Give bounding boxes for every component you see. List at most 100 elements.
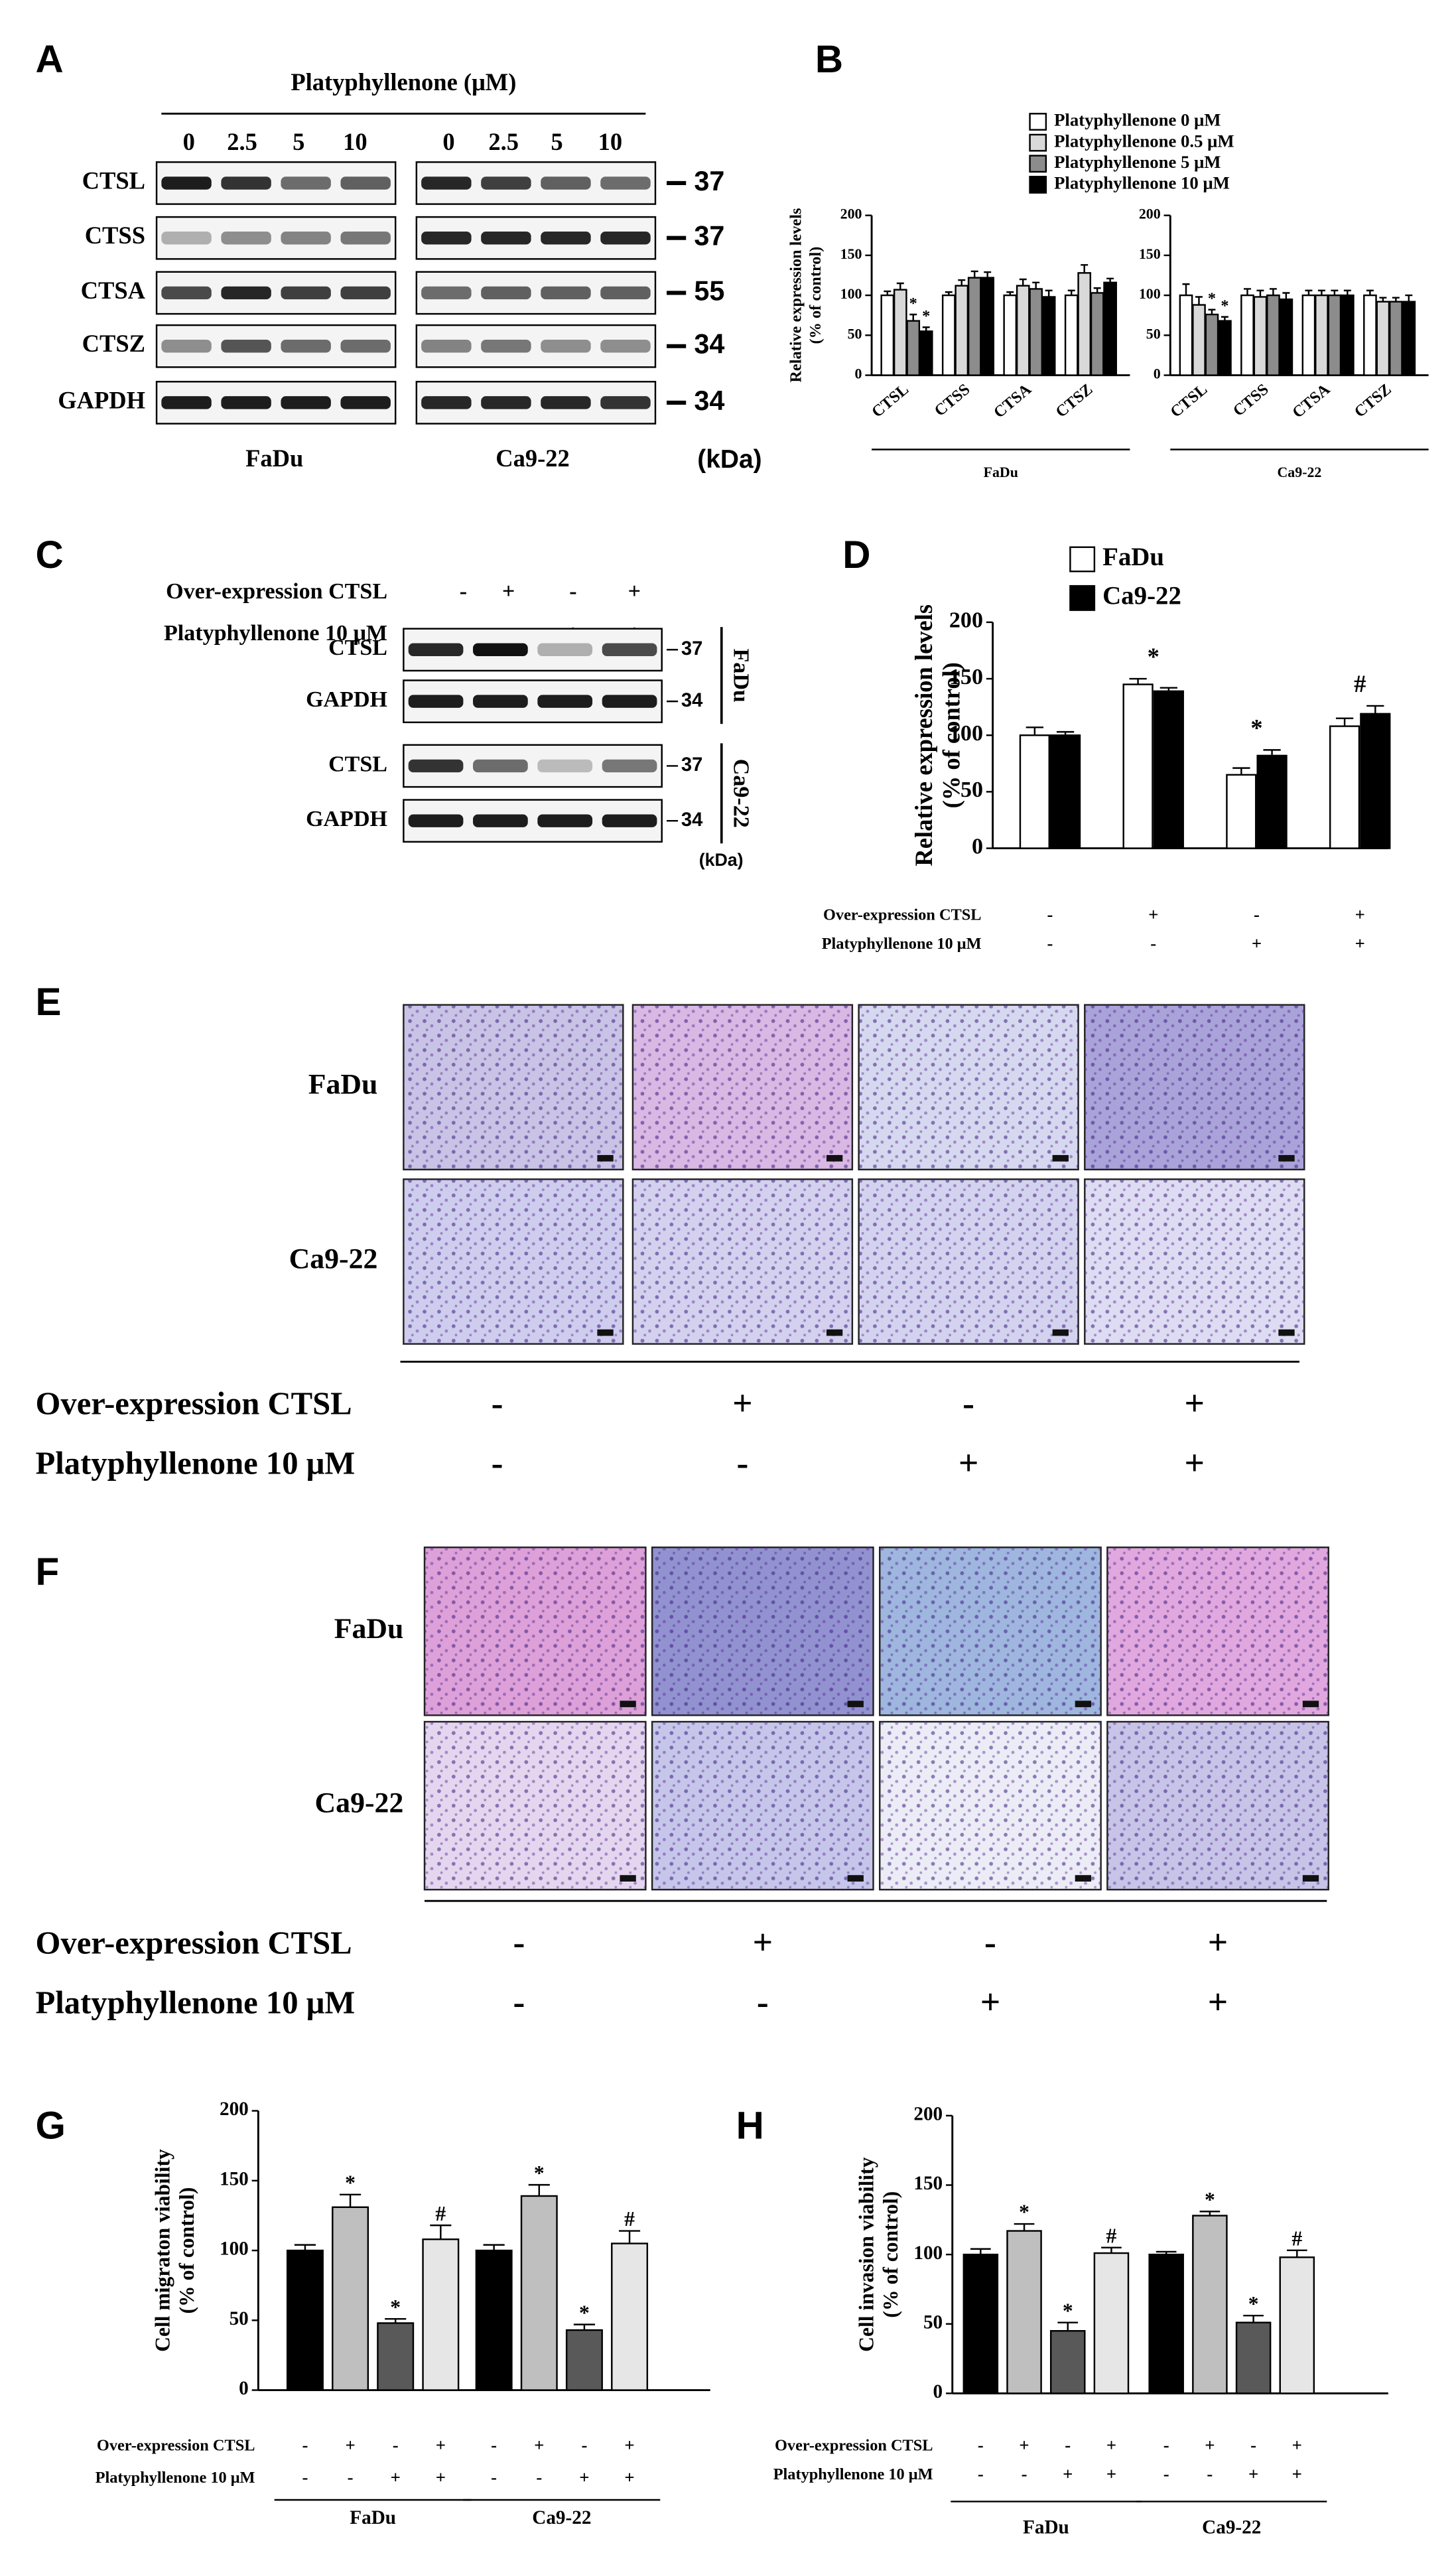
panel-label: C — [36, 533, 64, 577]
y-tick-label: 150 — [949, 665, 983, 689]
scale-bar — [1075, 1875, 1092, 1882]
protein-label: CTSS — [85, 222, 145, 249]
error-bar — [1057, 2321, 1079, 2331]
blot-band — [340, 231, 391, 245]
condition-sign: - — [1047, 933, 1053, 953]
error-bar — [1159, 687, 1177, 691]
micrograph-texture — [1085, 1004, 1305, 1170]
y-tick-label: 50 — [848, 325, 862, 342]
condition-label: Over-expression CTSL — [775, 2436, 933, 2454]
condition-sign: - — [1207, 2464, 1213, 2484]
bar — [919, 330, 933, 376]
error-bar — [1366, 289, 1374, 296]
group-label: FaDu — [1023, 2517, 1069, 2538]
condition-sign: + — [732, 1383, 753, 1423]
x-tick-label: CTSZ — [1052, 380, 1096, 421]
x-tick-label: CTSZ — [1351, 380, 1395, 421]
condition-label: Platyphyllenone 10 μM — [773, 2465, 933, 2483]
bar — [941, 294, 956, 376]
significance: * — [909, 295, 917, 312]
condition-sign: + — [624, 2467, 634, 2487]
bar — [286, 2249, 324, 2391]
bar — [1103, 281, 1117, 376]
condition-sign: - — [491, 2435, 497, 2455]
bar — [1077, 272, 1092, 376]
condition-sign: - — [302, 2467, 308, 2487]
condition-sign: + — [753, 1923, 773, 1963]
bar — [377, 2322, 415, 2391]
error-bar — [1081, 264, 1089, 273]
error-bar — [1067, 289, 1075, 296]
size-label: 34 — [694, 385, 724, 416]
blot-band — [537, 814, 593, 827]
blot-band — [602, 759, 657, 773]
error-bar — [528, 2183, 550, 2196]
condition-sign: + — [628, 579, 641, 604]
y-tick-label: 0 — [933, 2381, 943, 2402]
bar — [980, 277, 995, 376]
significance: * — [1063, 2299, 1073, 2322]
bar — [1235, 2321, 1272, 2394]
error-bar — [430, 2224, 452, 2240]
blot-band — [421, 176, 472, 190]
condition-sign: + — [1355, 904, 1365, 924]
blot-band — [537, 695, 593, 708]
error-bar — [1221, 316, 1228, 321]
blot-band — [161, 176, 212, 190]
condition-sign: - — [581, 2435, 587, 2455]
blot-band — [421, 340, 472, 353]
condition-sign: + — [436, 2435, 446, 2455]
significance: * — [345, 2171, 356, 2195]
bar — [1240, 294, 1254, 376]
significance: * — [1248, 2292, 1259, 2315]
y-tick-label: 200 — [840, 206, 862, 222]
panel-label: D — [842, 533, 870, 577]
condition-sign: + — [1185, 1443, 1205, 1483]
condition-sign: - — [1163, 2464, 1169, 2484]
bar — [565, 2329, 603, 2391]
y-tick-label: 150 — [913, 2173, 943, 2194]
legend-swatch — [1029, 176, 1047, 194]
protein-label: CTSL — [328, 752, 387, 776]
condition-sign: - — [1250, 2435, 1256, 2455]
error-bar — [1195, 296, 1203, 305]
error-bar — [1026, 726, 1044, 736]
panel-label: E — [36, 981, 62, 1024]
condition-label: Over-expression CTSL — [97, 2436, 255, 2454]
micrograph-texture — [632, 1179, 852, 1344]
micrograph-texture — [652, 1547, 874, 1716]
bar — [1153, 690, 1184, 849]
condition-sign: - — [348, 2467, 354, 2487]
y-tick-label: 100 — [949, 721, 983, 746]
blot-band — [281, 231, 331, 245]
bar — [1218, 320, 1232, 376]
legend-swatch — [1029, 133, 1047, 152]
blot-band — [600, 286, 651, 300]
blot-band — [481, 340, 531, 353]
condition-sign: - — [1065, 2435, 1071, 2455]
condition-sign: - — [736, 1443, 748, 1483]
scale-bar — [1302, 1875, 1319, 1882]
error-bar — [1317, 289, 1325, 296]
significance: # — [435, 2202, 446, 2225]
condition-sign: - — [393, 2435, 399, 2455]
condition-sign: + — [1106, 2435, 1116, 2455]
error-bar — [1101, 2246, 1122, 2254]
condition-sign: + — [1185, 1383, 1205, 1423]
bar — [1327, 294, 1342, 376]
condition-label: Platyphyllenone 10 μM — [36, 1985, 356, 2021]
blot-band — [481, 231, 531, 245]
error-bar — [1379, 297, 1387, 302]
y-axis-label: Relative expression levels — [787, 208, 805, 383]
y-tick-label: 100 — [840, 285, 862, 302]
bar — [1256, 754, 1288, 849]
blot-band — [281, 176, 331, 190]
error-bar — [385, 2317, 407, 2323]
blot-band — [408, 643, 464, 656]
error-bar — [483, 2244, 505, 2251]
blot-band — [408, 759, 464, 773]
panel-label: A — [36, 38, 64, 81]
scale-bar — [847, 1875, 864, 1882]
bar — [1093, 2252, 1130, 2394]
